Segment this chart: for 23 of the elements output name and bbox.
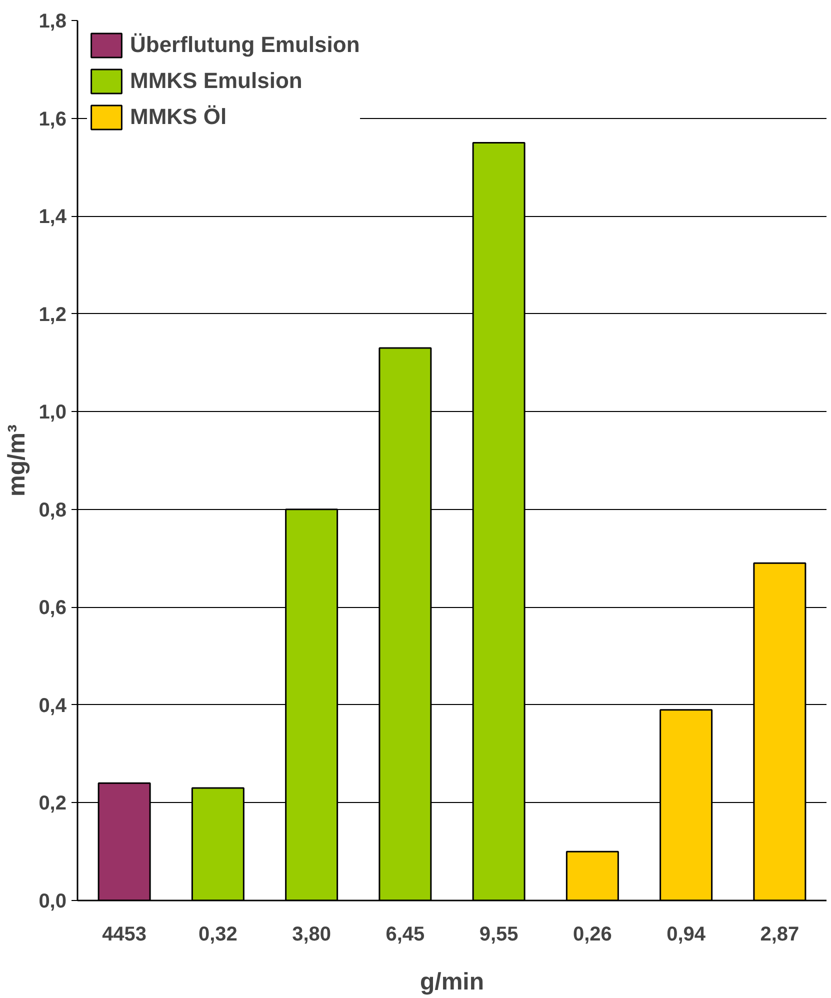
x-axis-title: g/min: [420, 968, 484, 996]
y-tick-label: 1,0: [38, 402, 67, 424]
y-tick-label: 1,8: [38, 10, 67, 32]
x-tick-label: 0,26: [572, 924, 612, 946]
legend-label: MMKS Emulsion: [130, 68, 302, 94]
y-tick-label: 1,6: [38, 108, 67, 130]
y-tick-label: 0,0: [38, 890, 67, 912]
y-tick-label: 0,2: [38, 792, 67, 815]
legend-label: Überflutung Emulsion: [130, 32, 360, 58]
y-tick-label: 0,4: [38, 694, 68, 717]
y-tick-label: 0,6: [38, 597, 67, 620]
x-tick-label: 0,32: [198, 924, 238, 946]
x-tick-label: 0,94: [666, 924, 706, 946]
x-tick-label: 2,87: [760, 924, 800, 946]
x-tick-label: 4453: [102, 924, 147, 946]
x-tick-label: 9,55: [479, 924, 518, 946]
x-tick-label: 3,80: [292, 924, 332, 946]
x-tick-label: 6,45: [386, 924, 425, 946]
y-tick-label: 0,8: [38, 499, 67, 522]
y-tick-label: 1,2: [38, 304, 67, 326]
y-tick-label: 1,4: [38, 206, 68, 228]
y-axis-title: mg/m³: [4, 424, 31, 496]
legend-label: MMKS Öl: [130, 104, 227, 130]
